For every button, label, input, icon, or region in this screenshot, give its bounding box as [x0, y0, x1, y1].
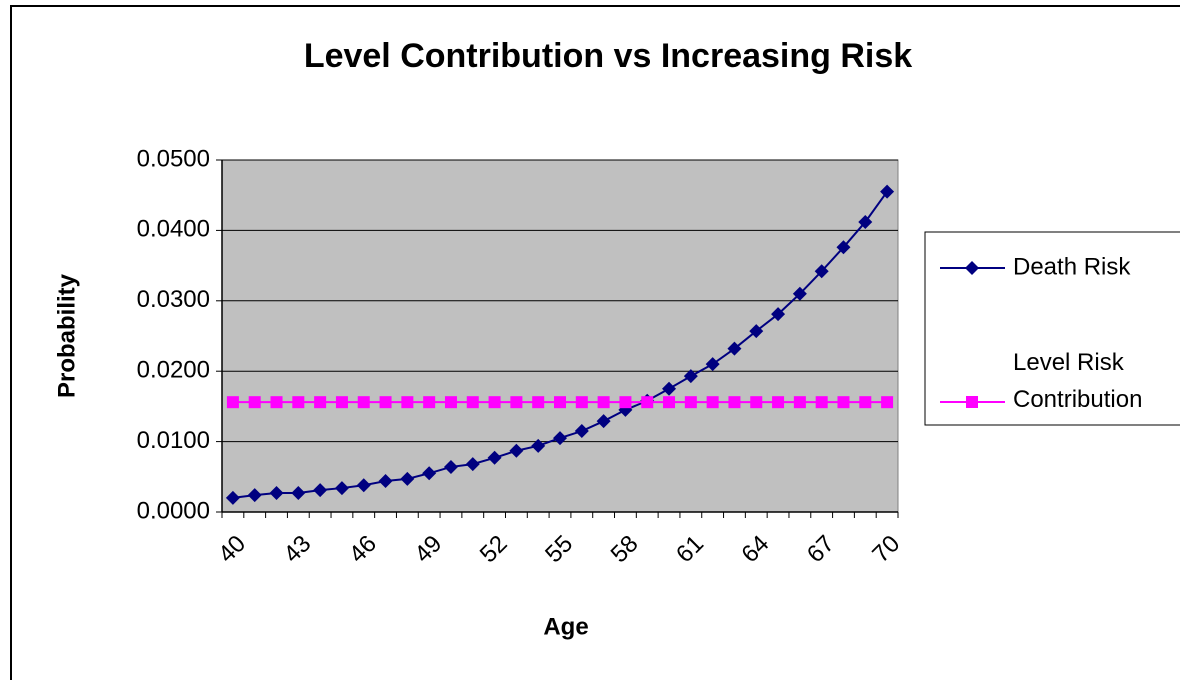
point-marker	[965, 261, 979, 275]
point-marker	[400, 471, 415, 486]
point-marker	[509, 443, 524, 458]
point-marker	[880, 184, 895, 199]
point-marker	[226, 396, 239, 409]
point-marker	[247, 488, 262, 503]
point-marker	[836, 240, 851, 255]
point-marker	[966, 396, 978, 408]
chart-title: Level Contribution vs Increasing Risk	[304, 37, 912, 75]
point-marker	[401, 396, 414, 409]
point-marker	[881, 396, 894, 409]
point-marker	[378, 474, 393, 489]
point-marker	[641, 396, 654, 409]
point-marker	[705, 357, 720, 372]
point-marker	[270, 396, 283, 409]
point-marker	[597, 396, 610, 409]
point-marker	[465, 457, 480, 472]
y-axis-title: Probability	[53, 273, 80, 398]
point-marker	[663, 396, 676, 409]
point-marker	[706, 396, 719, 409]
plot-area	[221, 159, 899, 513]
point-marker	[684, 396, 697, 409]
point-marker	[554, 396, 566, 409]
point-marker	[858, 214, 873, 229]
point-marker	[356, 478, 371, 493]
point-marker	[728, 396, 741, 409]
point-marker	[487, 450, 502, 465]
point-marker	[792, 286, 807, 301]
point-marker	[662, 381, 677, 396]
point-marker	[357, 396, 370, 409]
point-marker	[814, 264, 829, 279]
point-marker	[422, 466, 437, 481]
point-marker	[444, 396, 457, 409]
point-marker	[269, 485, 284, 500]
x-axis-title: Age	[543, 613, 588, 640]
point-marker	[575, 396, 588, 409]
point-marker	[553, 431, 567, 446]
y-tick-label: 0.0100	[137, 427, 210, 454]
point-marker	[443, 459, 458, 474]
legend-label: Death Risk	[1013, 253, 1131, 280]
point-marker	[532, 396, 545, 409]
y-tick-label: 0.0500	[137, 145, 210, 172]
point-marker	[859, 396, 872, 409]
point-marker	[292, 396, 305, 409]
point-marker	[574, 424, 589, 439]
point-marker	[314, 396, 327, 409]
point-marker	[619, 396, 632, 409]
point-marker	[683, 369, 698, 384]
point-marker	[749, 324, 764, 339]
legend-box	[924, 231, 1180, 426]
y-tick-label: 0.0000	[137, 497, 210, 524]
point-marker	[596, 414, 611, 429]
point-marker	[793, 396, 806, 409]
point-marker	[225, 490, 240, 505]
legend-label: Level Risk Contribution	[1013, 349, 1143, 413]
point-marker	[771, 307, 786, 322]
point-marker	[772, 396, 785, 409]
point-marker	[335, 396, 348, 409]
point-marker	[488, 396, 501, 409]
point-marker	[510, 396, 523, 409]
point-marker	[291, 485, 306, 500]
point-marker	[379, 396, 392, 409]
point-marker	[531, 438, 546, 453]
point-marker	[727, 341, 742, 356]
point-marker	[466, 396, 479, 409]
point-marker	[815, 396, 828, 409]
point-marker	[750, 396, 763, 409]
y-tick-label: 0.0200	[137, 357, 210, 384]
point-marker	[423, 396, 436, 409]
y-tick-label: 0.0400	[137, 216, 210, 243]
point-marker	[313, 483, 328, 498]
y-tick-label: 0.0300	[137, 286, 210, 313]
point-marker	[334, 481, 349, 496]
point-marker	[248, 396, 261, 409]
point-marker	[837, 396, 850, 409]
